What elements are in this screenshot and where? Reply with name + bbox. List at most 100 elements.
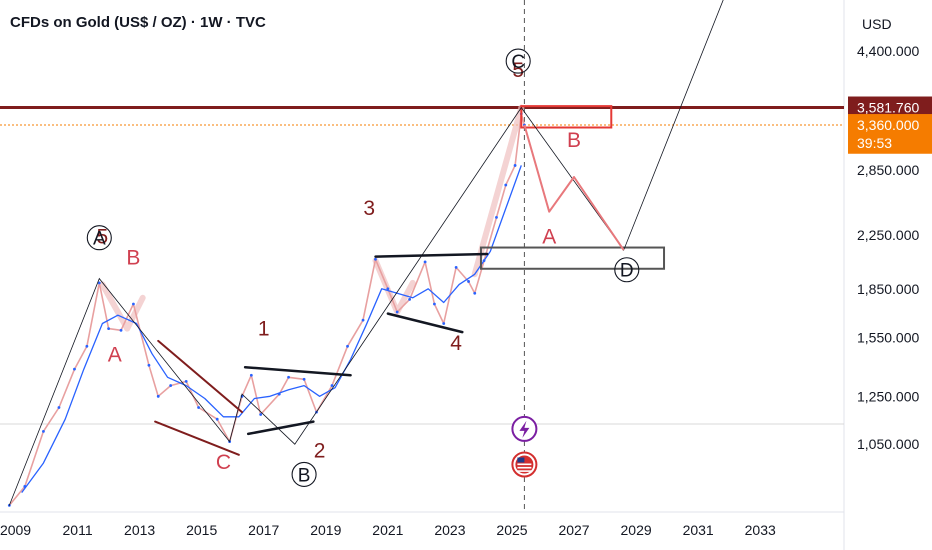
lightning-icon[interactable] bbox=[511, 415, 538, 442]
wave-label: 1 bbox=[258, 318, 270, 341]
y-tick-label: 2,850.000 bbox=[857, 162, 919, 178]
wave-label-circle bbox=[291, 461, 317, 487]
price-point bbox=[259, 413, 263, 416]
price-point bbox=[119, 328, 123, 332]
price-point bbox=[156, 394, 160, 398]
price-point bbox=[330, 384, 334, 387]
price-point bbox=[467, 280, 470, 283]
price-point bbox=[132, 302, 135, 306]
y-tick-label: 1,850.000 bbox=[857, 281, 919, 297]
wave-label: 2 bbox=[314, 440, 326, 463]
price-point bbox=[346, 344, 349, 348]
wave-label-circle bbox=[614, 257, 640, 283]
price-point bbox=[147, 363, 151, 367]
price-point bbox=[107, 327, 111, 331]
projected-path-line bbox=[523, 124, 625, 251]
currency-label[interactable]: USD bbox=[862, 16, 892, 32]
y-tick-label: 1,250.000 bbox=[857, 388, 919, 404]
wave-label: C bbox=[216, 451, 231, 474]
price-point bbox=[85, 344, 89, 348]
wave-label: 4 bbox=[450, 332, 462, 355]
wave-label-circle bbox=[86, 225, 112, 251]
wave-label: D bbox=[620, 261, 634, 282]
x-tick-label: 2025 bbox=[496, 522, 527, 538]
wave-shading bbox=[471, 104, 525, 278]
y-tick-label: 2,250.000 bbox=[857, 227, 919, 243]
price-point bbox=[302, 377, 306, 381]
price-badge[interactable]: 39:53 bbox=[848, 131, 932, 154]
channel-upper-line bbox=[374, 252, 489, 258]
y-tick-label: 1,050.000 bbox=[857, 436, 919, 452]
wave-label: 5 bbox=[97, 226, 109, 249]
price-point bbox=[386, 287, 390, 291]
price-point bbox=[442, 322, 446, 325]
wave-label: B bbox=[126, 247, 140, 270]
wave-label: C bbox=[511, 52, 525, 73]
price-point bbox=[374, 257, 377, 261]
impulse-zigzag-line bbox=[8, 0, 724, 506]
wave-label-circle bbox=[505, 48, 531, 74]
y-tick-label: 1,550.000 bbox=[857, 329, 919, 345]
x-tick-label: 2015 bbox=[186, 522, 217, 538]
wave-label: B bbox=[298, 465, 311, 486]
target-zone bbox=[520, 105, 613, 129]
price-point bbox=[215, 417, 219, 421]
wave-label: 3 bbox=[363, 197, 375, 220]
price-point bbox=[433, 302, 436, 306]
channel-lower-line bbox=[386, 312, 464, 334]
wave-label: A bbox=[108, 343, 122, 366]
y-tick-label: 4,400.000 bbox=[857, 43, 919, 59]
x-tick-label: 2031 bbox=[683, 522, 714, 538]
channel-lower-line bbox=[246, 420, 315, 436]
price-badge-label: 3,360.000 bbox=[857, 117, 919, 133]
price-point bbox=[408, 297, 411, 301]
price-point bbox=[73, 367, 76, 371]
price-point bbox=[184, 379, 188, 383]
price-point bbox=[249, 373, 253, 377]
price-badge[interactable]: 3,581.760 bbox=[848, 96, 932, 119]
price-point bbox=[57, 406, 61, 409]
price-point bbox=[495, 215, 498, 219]
x-tick-label: 2009 bbox=[0, 522, 31, 538]
falling-channel-upper-line bbox=[157, 339, 243, 414]
x-tick-label: 2033 bbox=[745, 522, 776, 538]
moving-average-line bbox=[21, 165, 522, 493]
wave-label: A bbox=[542, 226, 556, 249]
price-point bbox=[42, 430, 45, 433]
price-point bbox=[361, 318, 365, 322]
price-point bbox=[473, 291, 477, 295]
x-tick-label: 2019 bbox=[310, 522, 341, 538]
wave-label: A bbox=[93, 229, 106, 250]
price-badge-label: 3,581.760 bbox=[857, 100, 919, 116]
price-point bbox=[423, 260, 427, 264]
price-badge[interactable]: 3,360.000 bbox=[848, 114, 932, 137]
price-weekly-line bbox=[8, 113, 526, 506]
falling-channel-lower-line bbox=[154, 420, 240, 456]
wave-shading bbox=[99, 281, 146, 332]
us-flag-icon[interactable] bbox=[511, 451, 538, 478]
support-zone bbox=[479, 246, 666, 270]
channel-upper-line bbox=[243, 365, 352, 377]
x-tick-label: 2013 bbox=[124, 522, 155, 538]
price-axis-panel bbox=[844, 0, 932, 550]
price-badge-label: 39:53 bbox=[857, 135, 892, 151]
price-point bbox=[504, 183, 508, 187]
x-tick-label: 2029 bbox=[621, 522, 652, 538]
x-tick-label: 2023 bbox=[434, 522, 465, 538]
x-tick-label: 2011 bbox=[63, 522, 93, 538]
wave-label: B bbox=[567, 129, 581, 152]
x-tick-label: 2027 bbox=[558, 522, 589, 538]
x-tick-label: 2021 bbox=[372, 522, 403, 538]
chart-title: CFDs on Gold (US$ / OZ) · 1W · TVC bbox=[10, 14, 266, 31]
price-point bbox=[513, 164, 517, 167]
x-tick-label: 2017 bbox=[248, 522, 279, 538]
price-point bbox=[169, 384, 173, 387]
price-point bbox=[287, 375, 290, 379]
price-point bbox=[197, 406, 200, 409]
price-point bbox=[454, 265, 458, 269]
wave-label: 5 bbox=[512, 59, 524, 82]
price-point bbox=[97, 281, 101, 285]
